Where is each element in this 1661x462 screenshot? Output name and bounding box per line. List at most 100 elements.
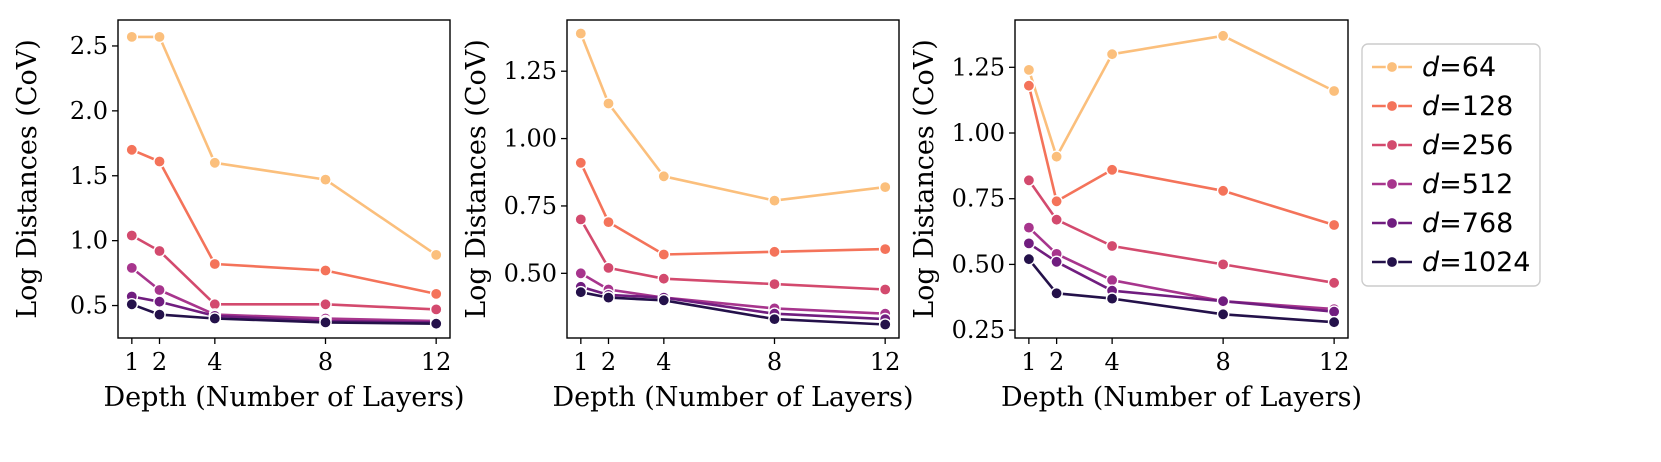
data-point xyxy=(153,295,166,309)
data-point xyxy=(153,244,166,258)
data-point xyxy=(125,143,139,157)
data-point xyxy=(1105,292,1119,305)
data-point xyxy=(574,156,588,170)
data-point xyxy=(657,248,671,261)
series-line-d-512 xyxy=(130,266,437,323)
data-point xyxy=(125,229,139,242)
data-point xyxy=(1105,163,1119,177)
data-point xyxy=(878,180,892,194)
data-point xyxy=(153,283,166,297)
data-point xyxy=(1022,252,1036,266)
x-tick-label: 8 xyxy=(767,348,782,376)
x-tick-label: 4 xyxy=(656,348,671,376)
legend-symbol: d xyxy=(1422,169,1440,200)
series-line-d-128 xyxy=(1027,85,1335,227)
series-line-d-256 xyxy=(579,218,886,291)
y-tick-label: 1.5 xyxy=(70,162,108,190)
data-point xyxy=(657,272,671,286)
y-tick-label: 1.00 xyxy=(504,125,557,153)
data-point xyxy=(1050,150,1063,163)
plot-frame xyxy=(566,19,900,339)
chart-panel-2: 1 2 4 8 12 0.50 0.75 1.00 1.25 Depth (Number of L… xyxy=(461,19,914,413)
legend-marker-icon xyxy=(1385,60,1399,74)
x-tick-label: 2 xyxy=(1049,348,1064,376)
series-line-d-64 xyxy=(1027,34,1335,158)
x-tick-label: 1 xyxy=(1021,348,1036,376)
legend-symbol: d xyxy=(1422,52,1440,83)
y-tick-label: 1.25 xyxy=(504,57,557,85)
data-point xyxy=(1327,315,1341,329)
legend-value: =64 xyxy=(1439,52,1496,83)
series-line-d-128 xyxy=(131,148,437,296)
legend-entry-label: d=128 xyxy=(1422,91,1513,122)
data-point xyxy=(125,30,139,44)
legend-entry-label: d=1024 xyxy=(1422,247,1530,278)
data-point xyxy=(208,257,222,271)
y-axis-label: Log Distances (CoV) xyxy=(12,39,43,319)
chart-panel-1: 1 2 4 8 12 0.5 1.0 1.5 2.0 2.5 Depth (Number of La… xyxy=(12,19,465,413)
data-point xyxy=(768,277,781,291)
data-point xyxy=(125,297,139,311)
legend-marker-icon xyxy=(1385,138,1399,152)
legend-symbol: d xyxy=(1422,208,1440,239)
data-point xyxy=(602,97,615,110)
data-point xyxy=(657,169,671,183)
x-tick-label: 2 xyxy=(152,348,167,376)
legend-frame xyxy=(1361,43,1541,287)
series-line-d-64 xyxy=(131,35,437,256)
y-tick-label: 1.00 xyxy=(952,119,1005,147)
x-axis-label: Depth (Number of Layers) xyxy=(1001,382,1362,413)
data-point xyxy=(1216,184,1230,198)
data-point xyxy=(1216,258,1230,271)
data-point xyxy=(1105,239,1119,253)
data-point xyxy=(574,285,588,299)
data-point xyxy=(319,297,332,311)
data-point xyxy=(429,248,443,262)
series-line-d-768 xyxy=(1028,242,1335,313)
legend-symbol: d xyxy=(1422,247,1440,278)
data-point xyxy=(1022,221,1036,234)
data-point xyxy=(208,156,222,170)
data-point xyxy=(1050,255,1063,269)
data-point xyxy=(153,155,166,168)
data-point xyxy=(1327,84,1341,98)
data-point xyxy=(768,312,781,326)
data-point xyxy=(1050,286,1063,300)
y-tick-label: 0.5 xyxy=(70,292,108,320)
data-point xyxy=(319,316,332,329)
data-point xyxy=(878,283,892,296)
data-point xyxy=(1022,79,1036,92)
legend-entry-label: d=64 xyxy=(1422,52,1496,83)
y-axis-label: Log Distances (CoV) xyxy=(461,39,492,319)
legend-symbol: d xyxy=(1422,130,1440,161)
data-point xyxy=(319,173,332,186)
data-point xyxy=(768,194,781,207)
y-tick-label: 2.0 xyxy=(70,97,108,125)
data-point xyxy=(1022,237,1036,250)
legend-marker-icon xyxy=(1385,216,1399,230)
data-point xyxy=(1216,307,1230,321)
data-point xyxy=(657,293,671,307)
legend-entry-label: d=768 xyxy=(1422,208,1513,239)
x-tick-label: 4 xyxy=(1104,348,1119,376)
data-point xyxy=(153,308,166,321)
data-point xyxy=(878,242,892,256)
data-point xyxy=(1022,173,1036,187)
x-tick-label: 1 xyxy=(124,348,139,376)
data-point xyxy=(1216,29,1230,43)
chart-panel-3: 1 2 4 8 12 0.25 0.50 0.75 1.00 1.25 Depth (Number … xyxy=(909,19,1362,413)
x-tick-label: 12 xyxy=(1319,348,1350,376)
legend-value: =512 xyxy=(1439,169,1513,200)
x-tick-label: 4 xyxy=(207,348,222,376)
x-axis-label: Depth (Number of Layers) xyxy=(103,382,464,413)
data-point xyxy=(1050,194,1063,208)
data-point xyxy=(153,30,166,44)
data-point xyxy=(208,297,222,311)
data-point xyxy=(429,287,443,301)
data-point xyxy=(429,303,443,316)
x-axis-label: Depth (Number of Layers) xyxy=(552,382,913,413)
x-tick-label: 1 xyxy=(573,348,588,376)
legend-value: =128 xyxy=(1439,91,1513,122)
series-line-d-768 xyxy=(131,295,437,324)
legend-marker-icon xyxy=(1385,99,1399,113)
